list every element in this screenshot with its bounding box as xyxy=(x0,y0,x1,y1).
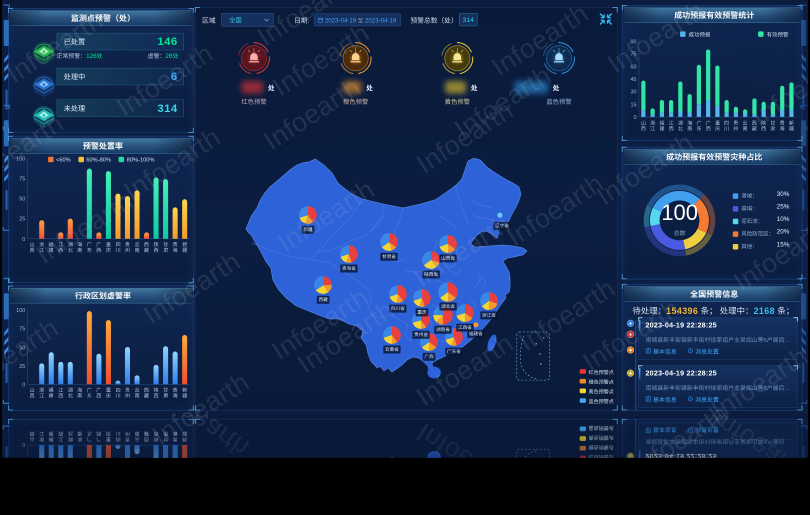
svg-text:5: 5 xyxy=(764,386,768,392)
svg-text:5: 5 xyxy=(764,338,768,344)
